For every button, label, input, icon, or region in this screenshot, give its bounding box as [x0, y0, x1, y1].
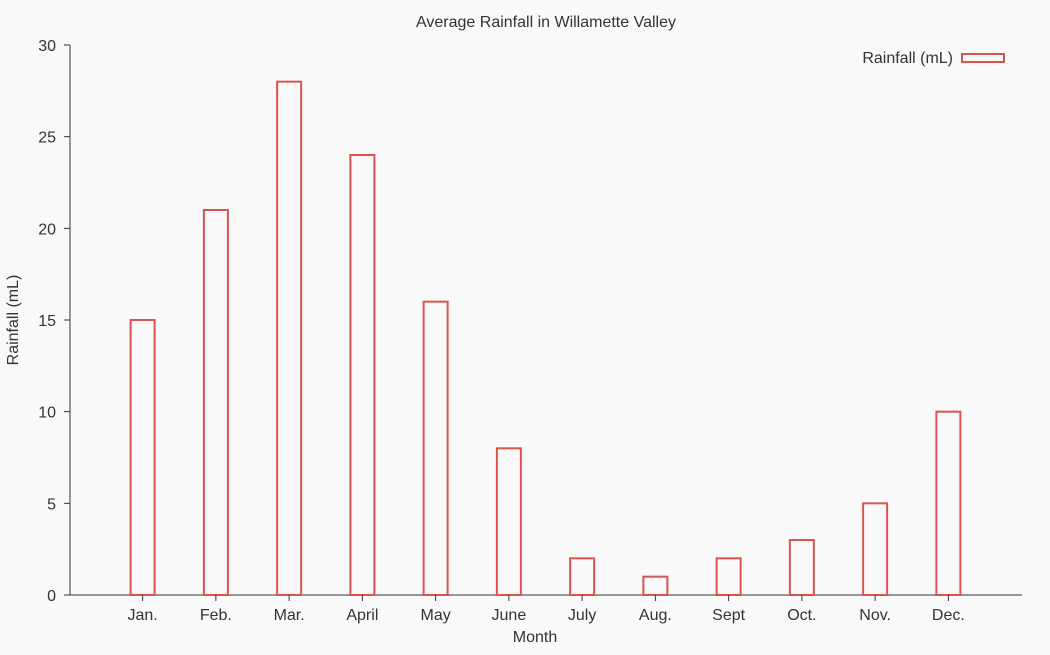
x-tick-label: June — [492, 607, 527, 624]
bar — [642, 575, 669, 597]
x-tick-label: Feb. — [200, 607, 232, 624]
y-tick-label: 15 — [38, 313, 56, 330]
bar — [349, 154, 376, 596]
y-tick-label: 30 — [38, 38, 56, 55]
legend-swatch — [961, 53, 1005, 63]
bar — [715, 557, 742, 596]
x-tick-label: April — [346, 607, 378, 624]
legend: Rainfall (mL) — [862, 50, 1005, 67]
bar — [495, 447, 522, 597]
bar — [788, 539, 815, 596]
bar — [129, 319, 156, 596]
bar — [862, 502, 889, 597]
y-tick-label: 10 — [38, 405, 56, 422]
x-tick-label: Nov. — [859, 607, 891, 624]
bar — [569, 557, 596, 596]
legend-label: Rainfall (mL) — [862, 50, 953, 67]
x-tick-label: Oct. — [787, 607, 816, 624]
y-tick-label: 0 — [47, 588, 56, 605]
x-tick-label: May — [421, 607, 451, 624]
x-axis-label: Month — [513, 629, 557, 646]
x-tick-label: July — [568, 607, 596, 624]
x-tick-label: Mar. — [274, 607, 305, 624]
x-tick-labels: Jan. Feb. Mar. April May June July Aug. Sept Oct.… — [128, 595, 965, 624]
y-tick-label: 20 — [38, 221, 56, 238]
y-tick-label: 25 — [38, 130, 56, 147]
bar — [202, 209, 229, 596]
bar — [935, 410, 962, 596]
x-tick-label: Dec. — [932, 607, 965, 624]
chart-title: Average Rainfall in Willamette Valley — [416, 14, 676, 31]
bars — [129, 80, 962, 597]
x-tick-label: Aug. — [639, 607, 672, 624]
bar — [422, 300, 449, 596]
y-tick-labels: 0 5 10 15 20 25 30 — [38, 38, 70, 605]
x-tick-label: Sept — [712, 607, 745, 624]
y-axis-label: Rainfall (mL) — [5, 275, 22, 366]
x-tick-label: Jan. — [128, 607, 158, 624]
y-tick-label: 5 — [47, 496, 56, 513]
bar — [276, 80, 303, 596]
